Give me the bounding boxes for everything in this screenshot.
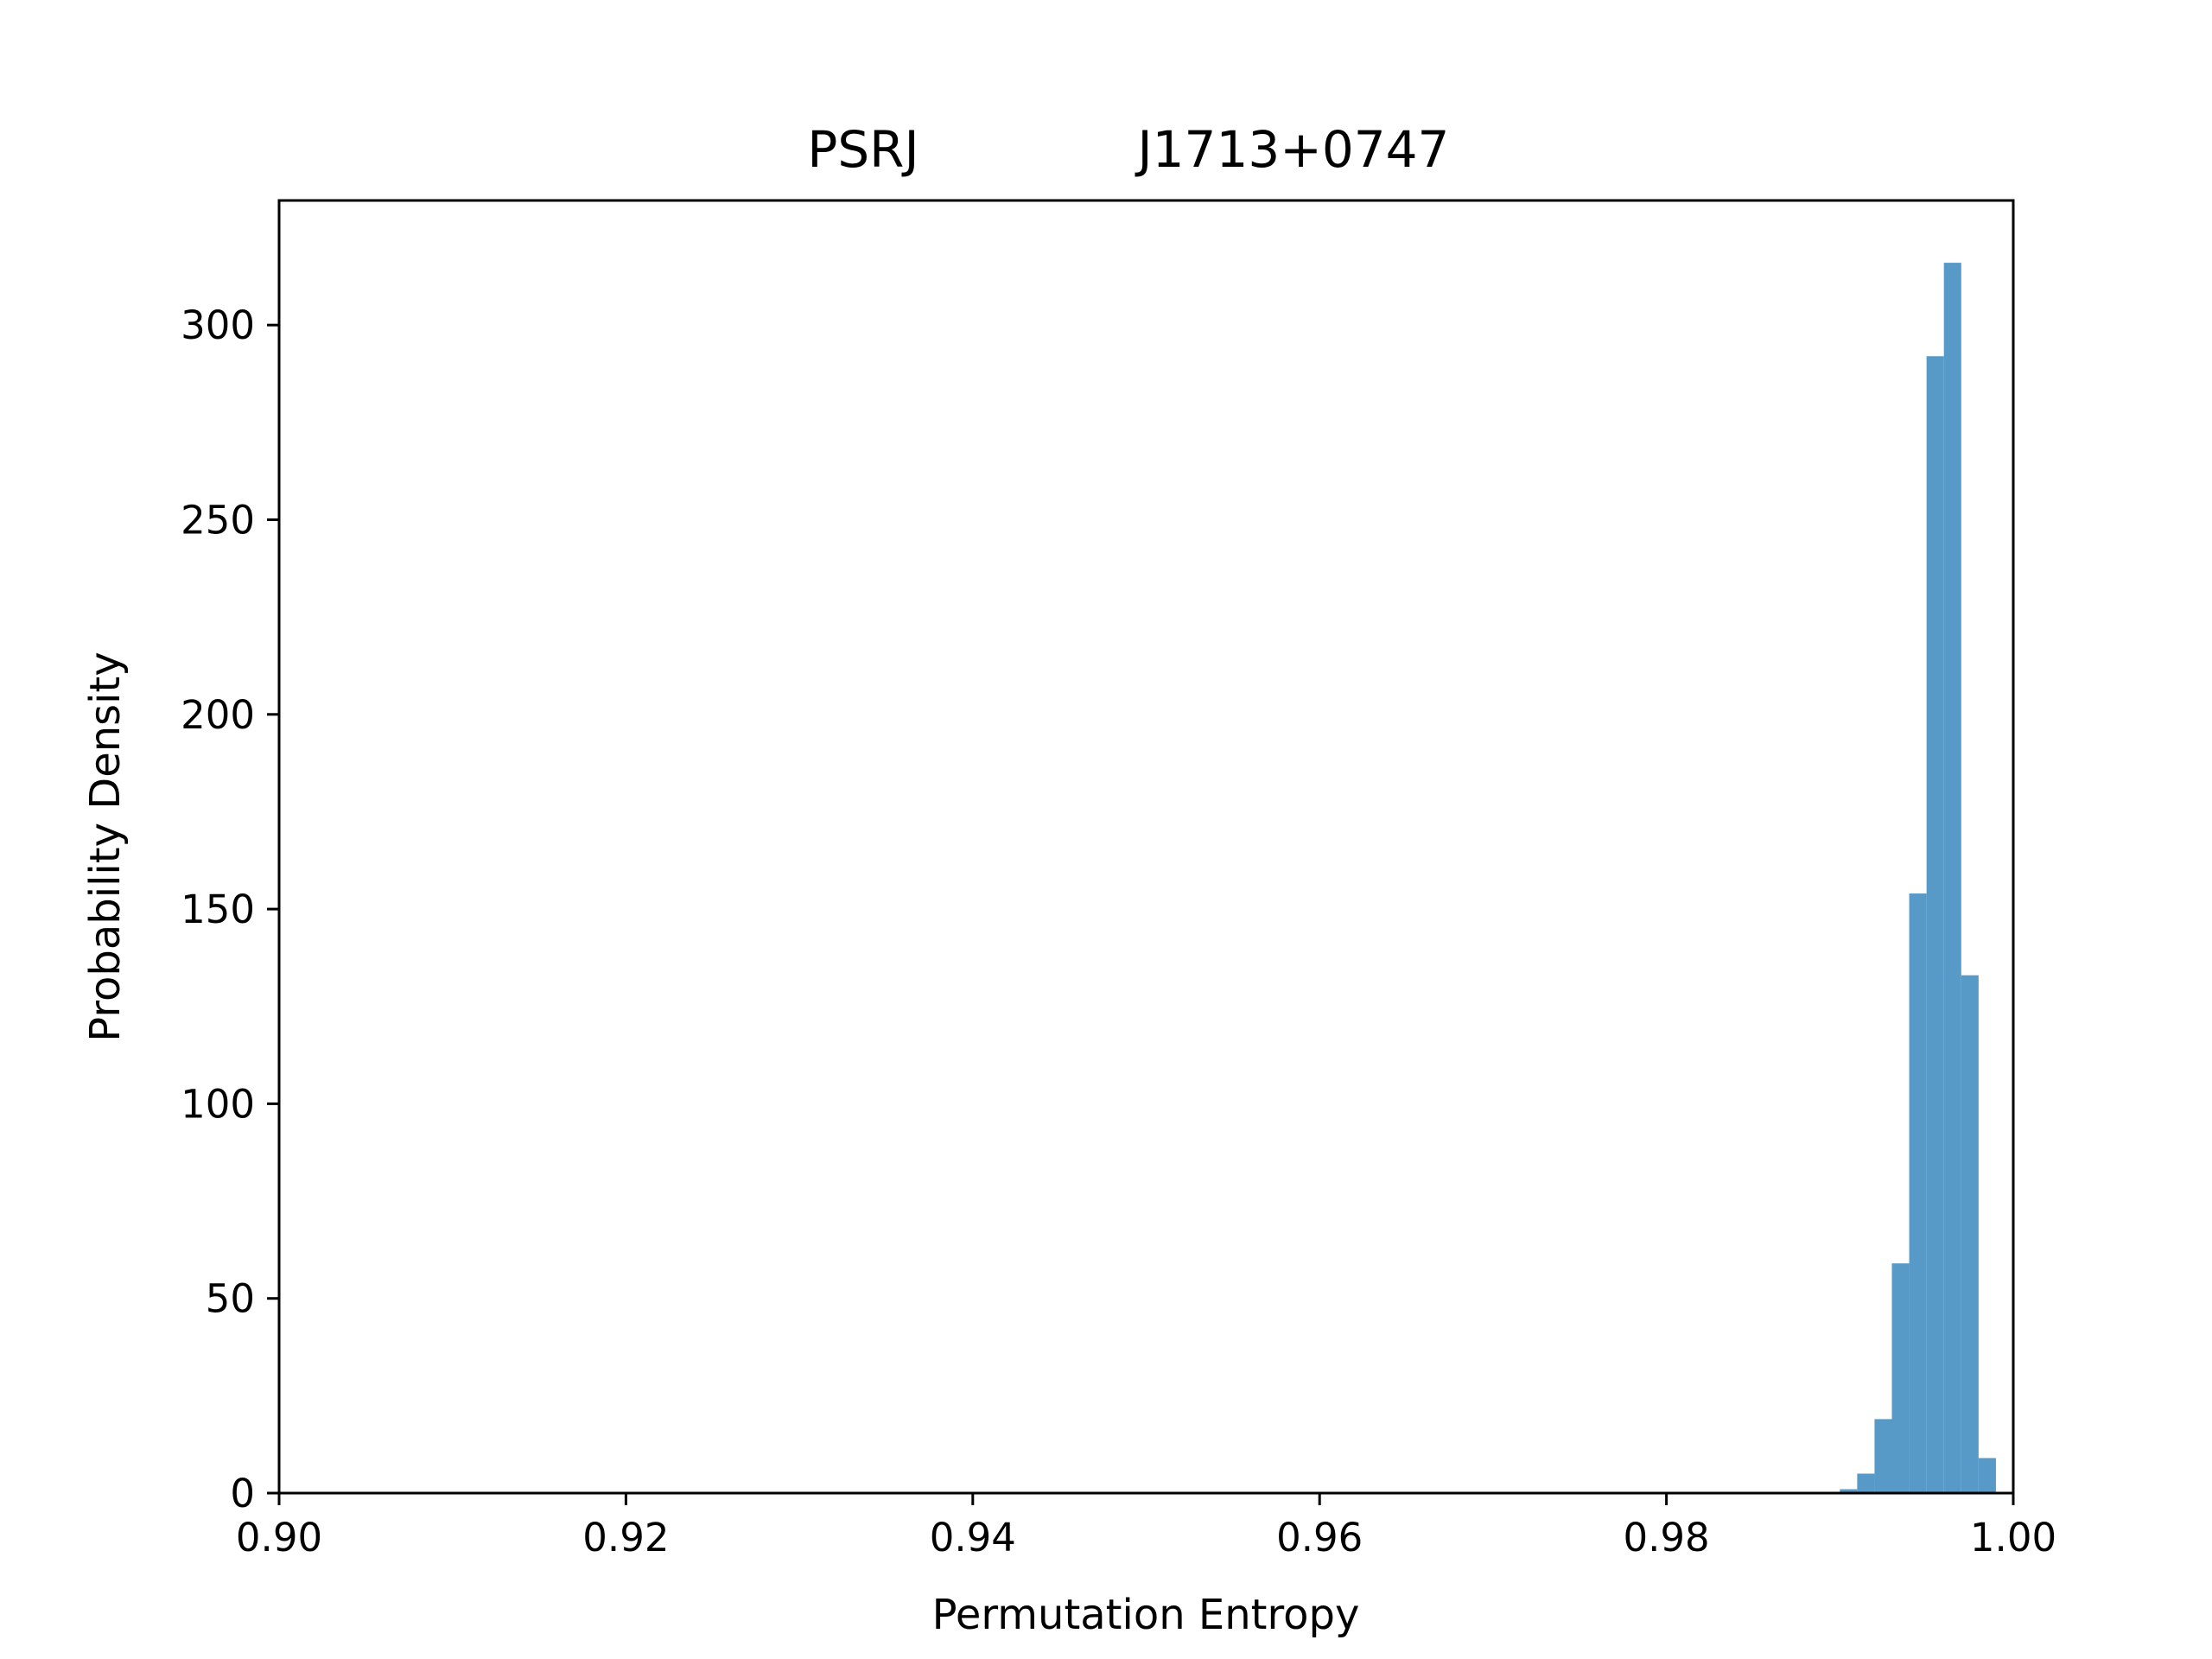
x-tick-label: 1.00 — [1970, 1515, 2056, 1560]
y-tick-label: 250 — [181, 497, 255, 543]
x-tick-label: 0.94 — [930, 1515, 1016, 1560]
y-tick-label: 150 — [181, 887, 255, 932]
histogram-bar — [1943, 263, 1961, 1493]
histogram-bar — [1891, 1263, 1910, 1493]
histogram-bar — [1961, 975, 1979, 1493]
x-axis-label: Permutation Entropy — [932, 1591, 1360, 1639]
y-axis-ticks: 0 50 100 150 200 250 300 — [181, 302, 279, 1516]
histogram-bar — [1840, 1489, 1858, 1493]
x-tick-label: 0.90 — [236, 1515, 322, 1560]
chart-title-left: PSRJ — [807, 120, 918, 179]
x-axis-ticks: 0.90 0.92 0.94 0.96 0.98 1.00 — [236, 1493, 2056, 1560]
histogram-bars — [1840, 263, 1996, 1493]
x-tick-label: 0.96 — [1276, 1515, 1363, 1560]
histogram-bar — [1926, 356, 1944, 1493]
histogram-bar — [1909, 893, 1927, 1493]
x-tick-label: 0.98 — [1623, 1515, 1709, 1560]
x-tick-label: 0.92 — [582, 1515, 669, 1560]
y-tick-label: 100 — [181, 1081, 255, 1127]
y-tick-label: 50 — [206, 1276, 255, 1322]
chart-title-right: J1713+0747 — [1135, 120, 1450, 179]
histogram-bar — [1857, 1473, 1875, 1493]
histogram-bar — [1978, 1458, 1996, 1493]
y-tick-label: 0 — [230, 1471, 255, 1516]
y-axis-label: Probability Density — [81, 652, 130, 1041]
plot-frame — [277, 199, 2015, 1495]
y-tick-label: 200 — [181, 692, 255, 738]
y-tick-label: 300 — [181, 302, 255, 348]
histogram-bar — [1874, 1419, 1892, 1493]
